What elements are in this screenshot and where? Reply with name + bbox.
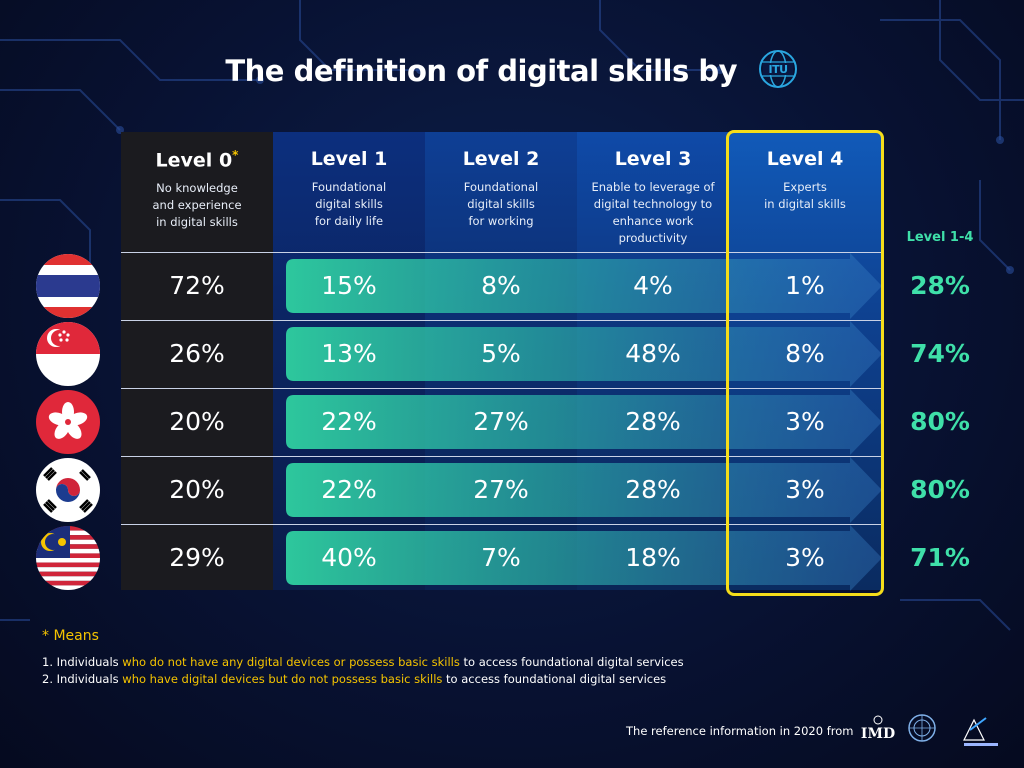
level-1-4-total: 28%	[910, 271, 970, 300]
note-highlight: who have digital devices but do not poss…	[122, 672, 443, 686]
header-level-3: Level 3 Enable to leverage of digital tech…	[577, 132, 729, 252]
value-cell-level-3: 4%	[633, 271, 673, 300]
title-text: The definition of digital skills by	[225, 54, 737, 88]
value-cell-level-4: 8%	[785, 339, 825, 368]
level-description: Foundational digital skills for working	[425, 179, 577, 230]
table-row	[121, 320, 881, 389]
description-line: for daily life	[314, 214, 384, 228]
svg-text:ITU: ITU	[768, 63, 787, 76]
value-cell-level-0: 26%	[169, 339, 225, 368]
note-highlight: who do not have any digital devices or p…	[122, 655, 460, 669]
description-line: No knowledge	[156, 181, 238, 196]
notes-heading: * Means	[42, 628, 99, 644]
note-line: 1. Individuals who do not have any digit…	[42, 655, 684, 669]
level-label: Level 1	[310, 148, 388, 170]
description-line: Foundational	[463, 180, 539, 194]
value-cell-level-2: 27%	[473, 407, 529, 436]
value-cell-level-1: 13%	[321, 339, 377, 368]
value-cell-level-4: 3%	[785, 543, 825, 572]
level-1-4-total: 74%	[910, 339, 970, 368]
table-row	[121, 456, 881, 525]
table-row	[121, 524, 881, 593]
value-cell-level-1: 22%	[321, 475, 377, 504]
level-label: Level 3	[614, 148, 692, 170]
level-1-4-total: 80%	[910, 407, 970, 436]
svg-text:IMD: IMD	[861, 726, 895, 742]
header-level-0: Level 0* No knowledge and experience in dig…	[121, 132, 273, 252]
level-label: Level 0*	[155, 148, 239, 172]
description-line: in digital skills	[156, 215, 238, 230]
level-label: Level 2	[462, 148, 540, 170]
value-cell-level-3: 28%	[625, 475, 681, 504]
level-1-4-total: 71%	[910, 543, 970, 572]
value-cell-level-0: 20%	[169, 475, 225, 504]
header-level-2: Level 2 Foundational digital skills for wor…	[425, 132, 577, 252]
source-logos: IMD	[861, 714, 998, 746]
description-line: Experts	[783, 180, 827, 194]
page-title: The definition of digital skills by ITU	[0, 50, 1024, 94]
value-cell-level-0: 29%	[169, 543, 225, 572]
malaysia-flag	[36, 526, 100, 590]
level-1-4-header: Level 1-4	[906, 230, 974, 245]
value-cell-level-1: 22%	[321, 407, 377, 436]
reference-text: The reference information in 2020 from	[626, 724, 854, 738]
level-description: Foundational digital skills for daily life	[273, 179, 425, 230]
value-cell-level-1: 15%	[321, 271, 377, 300]
value-cell-level-3: 48%	[625, 339, 681, 368]
table-row	[121, 252, 881, 321]
level-1-4-total: 80%	[910, 475, 970, 504]
asterisk-marker: *	[232, 148, 239, 162]
value-cell-level-4: 3%	[785, 407, 825, 436]
south-korea-flag	[36, 458, 100, 522]
notes: * Means 1. Individuals who do not have a…	[42, 628, 684, 688]
description-line: and experience	[152, 198, 242, 213]
value-cell-level-3: 28%	[625, 407, 681, 436]
table-row	[121, 388, 881, 457]
level-description: No knowledge and experience in digital ski…	[121, 180, 273, 231]
value-cell-level-4: 1%	[785, 271, 825, 300]
value-cell-level-1: 40%	[321, 543, 377, 572]
thailand-flag	[36, 254, 100, 318]
description-line: Foundational	[311, 180, 387, 194]
level-label: Level 4	[766, 148, 844, 170]
header-level-4: Level 4 Experts in digital skills	[729, 132, 881, 252]
singapore-flag	[36, 322, 100, 386]
level-description: Enable to leverage of digital technology …	[577, 179, 729, 247]
description-line: enhance work productivity	[612, 214, 694, 245]
value-cell-level-4: 3%	[785, 475, 825, 504]
value-cell-level-2: 5%	[481, 339, 521, 368]
description-line: in digital skills	[764, 197, 846, 211]
description-line: digital technology to	[593, 197, 713, 211]
value-cell-level-2: 8%	[481, 271, 521, 300]
description-line: digital skills	[467, 197, 535, 211]
value-cell-level-0: 72%	[169, 271, 225, 300]
value-cell-level-0: 20%	[169, 407, 225, 436]
level-4-highlight	[726, 130, 884, 596]
column-level-0	[121, 132, 273, 590]
value-cell-level-2: 27%	[473, 475, 529, 504]
itu-small-logo	[963, 717, 998, 746]
description-line: digital skills	[315, 197, 383, 211]
description-line: Enable to leverage of	[591, 180, 715, 194]
imd-logo: IMD	[861, 715, 895, 742]
hong-kong-flag	[36, 390, 100, 454]
un-logo	[908, 714, 936, 742]
description-line: for working	[468, 214, 534, 228]
header-level-1: Level 1 Foundational digital skills for dai…	[273, 132, 425, 252]
itu-logo: ITU	[758, 50, 797, 88]
value-cell-level-2: 7%	[481, 543, 521, 572]
note-line: 2. Individuals who have digital devices …	[42, 672, 667, 686]
level-description: Experts in digital skills	[729, 179, 881, 213]
value-cell-level-3: 18%	[625, 543, 681, 572]
